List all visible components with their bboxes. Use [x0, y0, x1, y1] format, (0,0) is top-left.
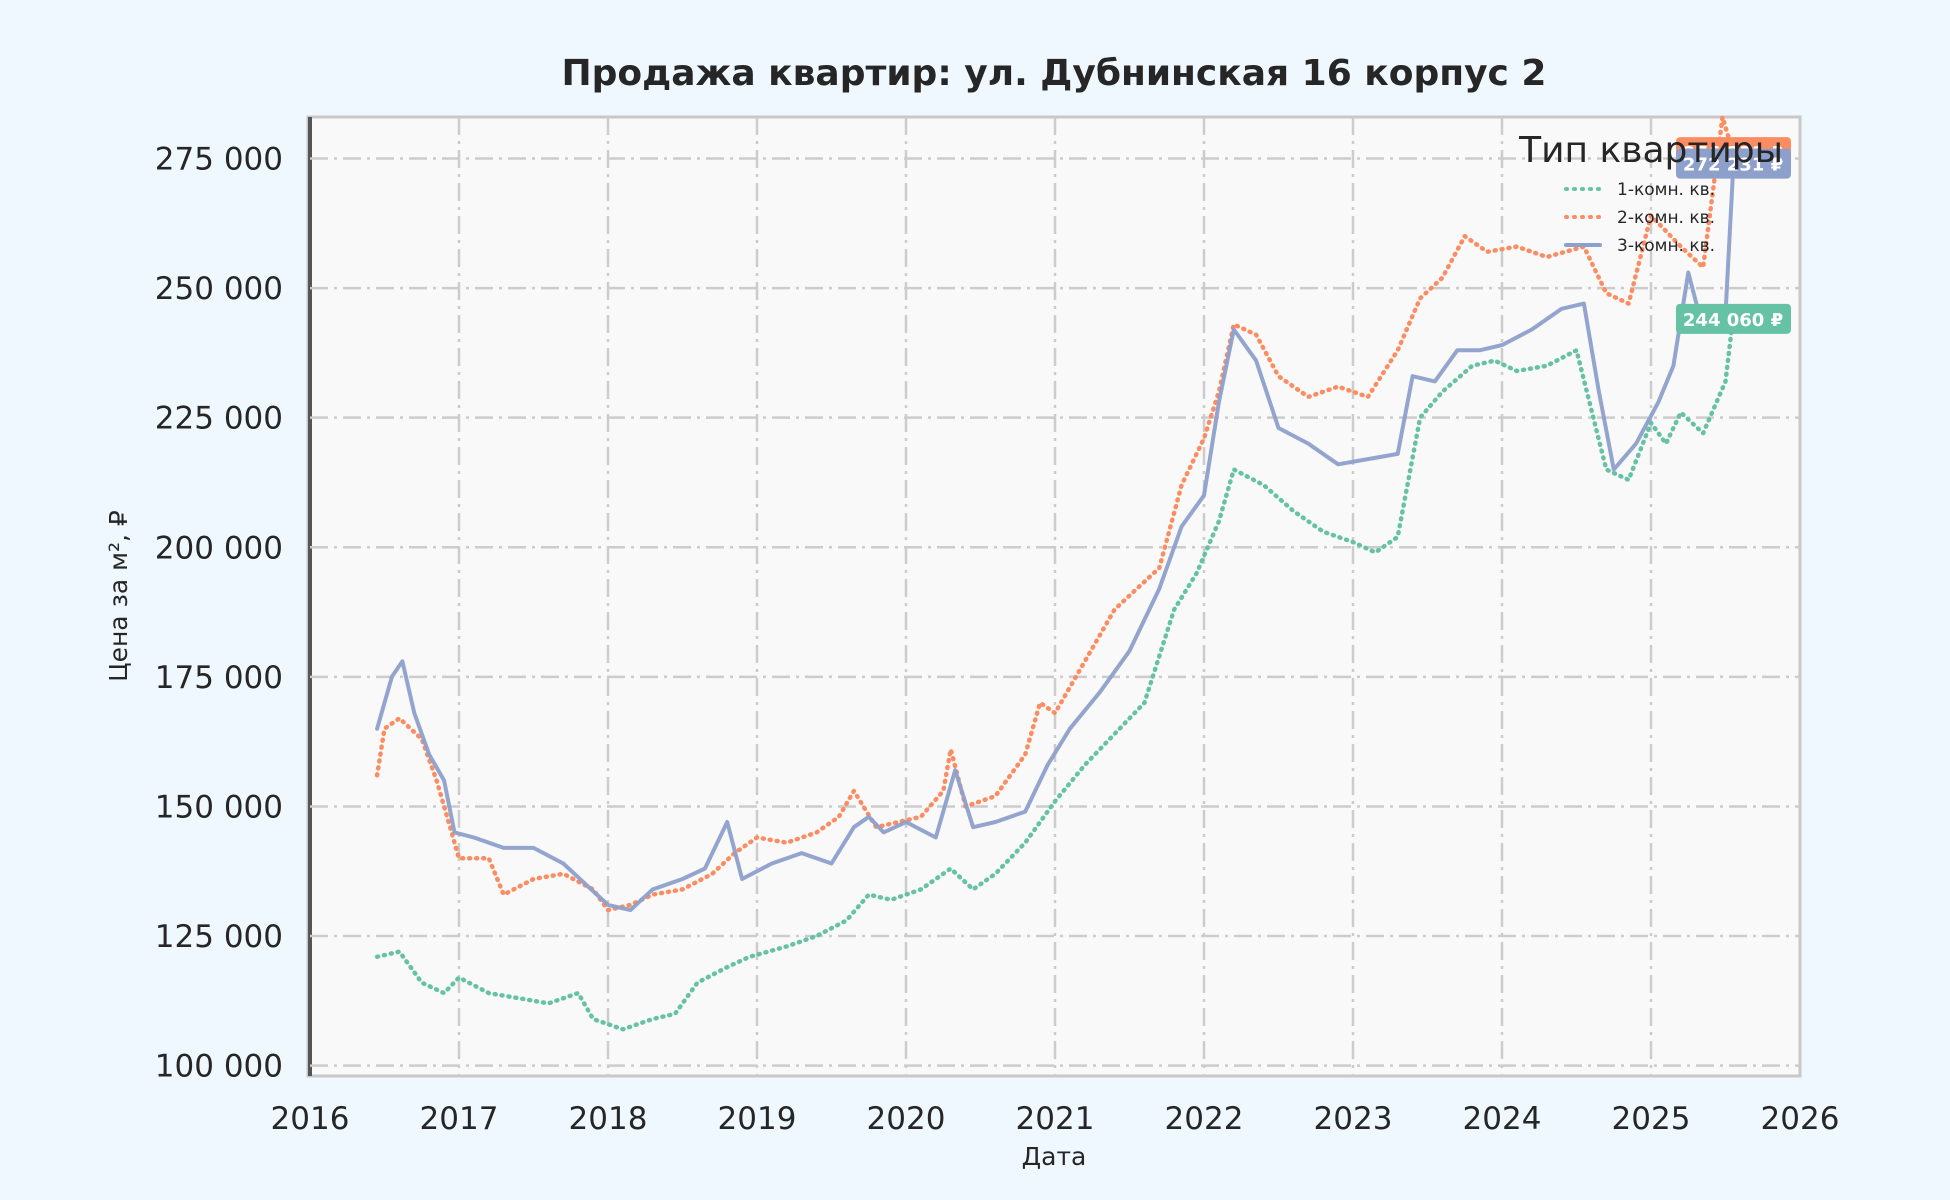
y-axis-label: Цена за м², ₽ [104, 510, 133, 682]
x-tick-label: 2025 [1612, 1101, 1691, 1137]
legend-label: 1-комн. кв. [1617, 180, 1715, 200]
legend-title: Тип квартиры [1518, 130, 1783, 171]
end-label-3: 244 060 ₽ [1676, 303, 1791, 334]
legend-entry-3: 3-комн. кв. [1564, 236, 1715, 256]
y-tick-label: 225 000 [155, 401, 283, 437]
x-tick-label: 2024 [1463, 1101, 1542, 1137]
x-tick-labels: 2016 2017 2018 2019 2020 2021 2022 2023 2024 2025… [271, 1101, 1840, 1137]
end-label-text: 244 060 ₽ [1683, 310, 1783, 331]
end-label-2: 272 231 ₽ [1676, 148, 1791, 179]
x-tick-label: 2018 [569, 1101, 648, 1137]
series-line-3 [375, 172, 1735, 913]
x-tick-label: 2021 [1016, 1101, 1095, 1137]
legend-entry-1: 1-комн. кв. [1564, 180, 1715, 200]
chart-title: Продажа квартир: ул. Дубнинская 16 корпу… [562, 53, 1547, 94]
x-tick-label: 2020 [867, 1101, 946, 1137]
x-tick-label: 2019 [718, 1101, 797, 1137]
series-line-2 [374, 114, 1736, 913]
end-label-text: 272 231 ₽ [1683, 155, 1783, 176]
series-line-1 [374, 316, 1736, 1032]
y-tick-label: 125 000 [155, 919, 283, 955]
series-layer [374, 114, 1736, 1032]
x-tick-label: 2023 [1314, 1101, 1393, 1137]
y-tick-label: 150 000 [155, 789, 283, 825]
legend: Тип квартиры 1-комн. кв. 2-комн. кв. 3-ком… [1518, 130, 1783, 256]
x-tick-label: 2026 [1761, 1101, 1840, 1137]
y-tick-label: 275 000 [155, 141, 283, 177]
legend-entry-2: 2-комн. кв. [1564, 208, 1715, 228]
y-tick-label: 175 000 [155, 660, 283, 696]
x-tick-label: 2016 [271, 1101, 350, 1137]
y-tick-label: 200 000 [155, 530, 283, 566]
x-tick-label: 2017 [420, 1101, 499, 1137]
grid [310, 117, 1800, 1076]
x-tick-label: 2022 [1165, 1101, 1244, 1137]
legend-label: 2-комн. кв. [1617, 208, 1715, 228]
y-tick-labels: 100 000 125 000 150 000 175 000 200 000 225 0… [155, 141, 283, 1084]
x-axis-label: Дата [1022, 1142, 1087, 1171]
y-tick-label: 250 000 [155, 271, 283, 307]
end-label-badge [1676, 303, 1791, 334]
end-labels: 276 231 ₽272 231 ₽244 060 ₽ [1676, 137, 1791, 334]
y-tick-label: 100 000 [155, 1049, 283, 1085]
end-label-badge [1676, 148, 1791, 179]
legend-label: 3-комн. кв. [1617, 236, 1715, 256]
